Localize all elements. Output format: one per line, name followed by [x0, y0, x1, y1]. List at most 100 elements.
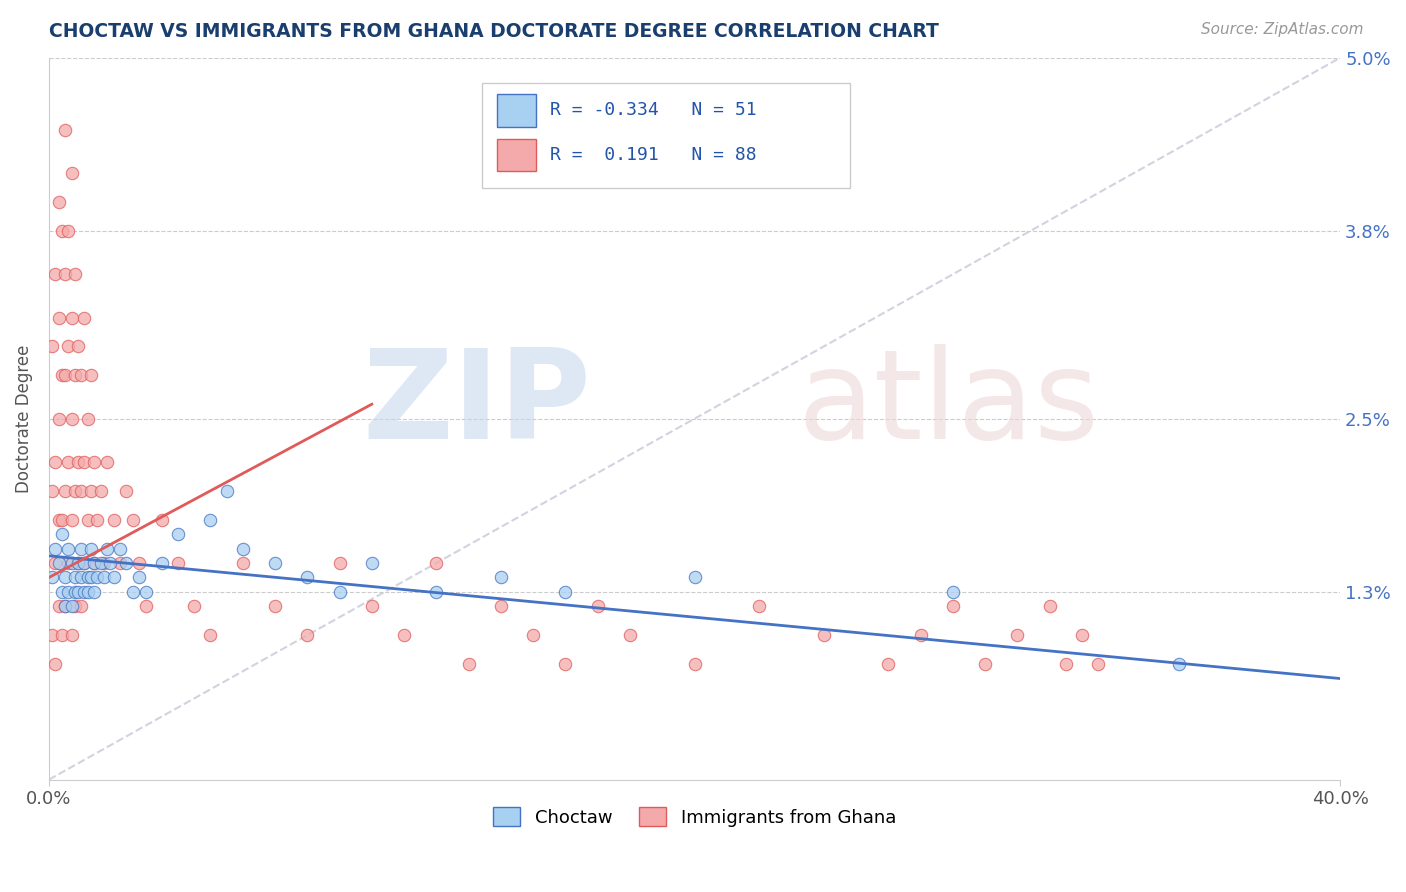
Point: [73, 310, 96, 325]
Point: [1087, 657, 1109, 672]
Point: [73, 556, 96, 570]
Point: [70, 570, 93, 584]
Point: [128, 570, 150, 584]
Point: [70, 599, 93, 614]
Point: [122, 585, 145, 599]
Point: [58, 556, 80, 570]
Point: [51, 628, 73, 642]
Point: [44, 455, 66, 469]
Point: [70, 368, 93, 383]
Point: [44, 657, 66, 672]
Point: [200, 513, 222, 527]
Point: [66, 556, 89, 570]
Point: [51, 368, 73, 383]
Point: [76, 411, 98, 425]
Point: [86, 570, 108, 584]
Point: [683, 570, 706, 584]
Point: [73, 455, 96, 469]
Point: [41, 483, 63, 498]
Point: [73, 585, 96, 599]
Point: [96, 541, 118, 556]
Point: [586, 599, 609, 614]
Text: Source: ZipAtlas.com: Source: ZipAtlas.com: [1201, 22, 1364, 37]
Point: [103, 570, 125, 584]
Point: [63, 483, 86, 498]
Point: [48, 513, 70, 527]
Point: [619, 628, 641, 642]
Point: [48, 556, 70, 570]
Point: [360, 599, 382, 614]
Point: [48, 310, 70, 325]
Point: [63, 570, 86, 584]
Point: [83, 585, 105, 599]
Point: [63, 368, 86, 383]
Point: [53, 570, 76, 584]
Point: [108, 541, 131, 556]
Point: [53, 599, 76, 614]
Point: [103, 513, 125, 527]
Point: [44, 556, 66, 570]
Point: [328, 556, 350, 570]
Point: [80, 570, 103, 584]
Point: [1071, 628, 1094, 642]
Point: [297, 628, 319, 642]
Point: [683, 657, 706, 672]
Point: [748, 599, 770, 614]
Point: [115, 556, 138, 570]
Point: [328, 585, 350, 599]
Point: [264, 556, 287, 570]
Point: [425, 585, 447, 599]
Point: [41, 570, 63, 584]
Point: [83, 556, 105, 570]
Legend: Choctaw, Immigrants from Ghana: Choctaw, Immigrants from Ghana: [484, 798, 905, 836]
FancyBboxPatch shape: [498, 95, 536, 127]
Point: [167, 556, 190, 570]
FancyBboxPatch shape: [481, 83, 849, 187]
Point: [489, 570, 512, 584]
Point: [51, 224, 73, 238]
Point: [1039, 599, 1062, 614]
Point: [60, 628, 83, 642]
Point: [53, 599, 76, 614]
Point: [93, 556, 115, 570]
Point: [60, 556, 83, 570]
Point: [910, 628, 932, 642]
Point: [167, 527, 190, 541]
Point: [63, 585, 86, 599]
Point: [66, 556, 89, 570]
Point: [96, 455, 118, 469]
Point: [76, 570, 98, 584]
Point: [813, 628, 835, 642]
Point: [522, 628, 544, 642]
Point: [66, 339, 89, 353]
Point: [53, 123, 76, 137]
Point: [232, 541, 254, 556]
Point: [53, 368, 76, 383]
Point: [63, 599, 86, 614]
Point: [66, 455, 89, 469]
Point: [58, 541, 80, 556]
Point: [122, 513, 145, 527]
Point: [115, 483, 138, 498]
Point: [83, 556, 105, 570]
Point: [974, 657, 997, 672]
Point: [48, 411, 70, 425]
Point: [83, 455, 105, 469]
Point: [200, 628, 222, 642]
Point: [554, 657, 576, 672]
Text: R = -0.334   N = 51: R = -0.334 N = 51: [550, 102, 756, 120]
Point: [93, 570, 115, 584]
Point: [90, 483, 112, 498]
Point: [76, 513, 98, 527]
Point: [215, 483, 238, 498]
Point: [183, 599, 205, 614]
Point: [135, 599, 157, 614]
Point: [41, 339, 63, 353]
Point: [70, 483, 93, 498]
Y-axis label: Doctorate Degree: Doctorate Degree: [15, 344, 32, 493]
Text: R =  0.191   N = 88: R = 0.191 N = 88: [550, 146, 756, 164]
Point: [1167, 657, 1189, 672]
Point: [489, 599, 512, 614]
Point: [80, 541, 103, 556]
Point: [554, 585, 576, 599]
